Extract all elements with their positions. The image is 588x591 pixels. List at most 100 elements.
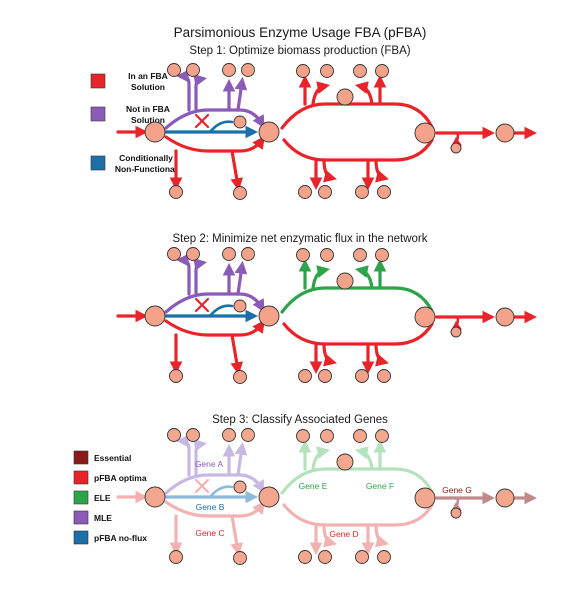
metabolite-node-28 [186,428,200,442]
metabolite-node-38 [298,185,312,199]
metabolite-node-41 [377,369,391,383]
metabolite-node-27 [167,247,181,261]
branch-arrow-3 [175,434,191,477]
metabolite-node-25 [258,305,280,327]
legend-not-in-fba-line2: Solution [131,115,165,125]
metabolite-node-42 [414,306,436,328]
metabolite-node-25 [258,121,280,143]
branch-arrow-13 [311,81,331,106]
branch-arrow-4 [193,73,208,112]
legend-swatch-essential [73,450,89,465]
metabolite-node-41 [377,550,391,564]
metabolite-node-44 [450,142,462,154]
branch-arrow-4 [193,257,208,296]
metabolite-node-26 [233,299,247,313]
legend-swatch-not-in-fba [90,106,106,122]
metabolite-node-33 [296,64,310,78]
metabolite-node-34 [320,64,334,78]
block-x-icon [194,113,210,129]
flux-arrow-16 [282,503,434,527]
metabolite-node-39 [318,550,332,564]
metabolite-node-37 [336,272,354,290]
metabolite-node-36 [375,64,389,78]
network-step-3 [116,428,538,565]
flux-arrow-1 [164,108,265,130]
legend-cnf-line2: Non-Functional [115,164,177,174]
branch-arrow-6 [234,441,248,477]
network-step-2 [116,247,538,384]
branch-arrow-20 [374,158,389,183]
legend-swatch-pfba-optima [73,470,89,485]
gene-f-label: Gene F [366,481,394,491]
metabolite-node-29 [222,247,236,261]
metabolite-node-24 [144,305,166,327]
metabolite-node-40 [355,369,369,383]
legend-not-in-fba-line1: Not in FBA [126,104,170,114]
legend-pfba-optima: pFBA optima [94,473,147,483]
flux-arrow-11 [280,286,434,314]
metabolite-node-35 [353,64,367,78]
metabolite-node-44 [450,507,462,519]
metabolite-node-33 [296,429,310,443]
legend-essential: Essential [94,453,131,463]
metabolite-node-32 [233,551,247,565]
metabolite-node-34 [320,429,334,443]
block-x-icon [194,297,210,313]
metabolite-node-43 [495,488,515,508]
branch-arrow-15 [354,81,374,106]
metabolite-node-26 [233,480,247,494]
metabolite-node-36 [375,429,389,443]
metabolite-node-27 [167,63,181,77]
metabolite-node-35 [353,248,367,262]
metabolite-node-40 [355,185,369,199]
gene-b-label: Gene B [196,502,225,512]
flux-arrow-1 [164,473,265,495]
branch-arrow-20 [374,523,389,548]
legend-pfba-no-flux: pFBA no-flux [94,533,147,543]
gene-d-label: Gene D [329,529,358,539]
legend-swatch-ele [73,490,89,505]
metabolite-node-37 [336,453,354,471]
legend-bottom: Essential pFBA optima ELE MLE pFBA no-fl… [73,450,147,545]
gene-labels: Gene A Gene B Gene C Gene D Gene E Gene … [195,459,472,539]
branch-arrow-18 [322,342,337,367]
diagram-title: Parsimonious Enzyme Usage FBA (pFBA) [174,25,427,40]
branch-arrow-15 [354,265,374,290]
legend-in-fba-line2: Solution [131,82,165,92]
metabolite-node-25 [258,486,280,508]
branch-arrow-10 [230,514,244,557]
gene-e-label: Gene E [299,481,328,491]
metabolite-node-37 [336,88,354,106]
legend-cnf-line1: Conditionally [119,153,173,163]
flux-arrow-2 [164,500,266,518]
metabolite-node-42 [414,122,436,144]
branch-arrow-20 [374,342,389,367]
metabolite-node-26 [233,115,247,129]
alt-route-spur-8 [208,304,234,318]
flux-arrow-16 [282,322,434,346]
branch-arrow-6 [234,260,248,296]
branch-arrow-13 [311,265,331,290]
metabolite-node-32 [233,186,247,200]
branch-arrow-6 [234,76,248,112]
metabolite-node-29 [222,428,236,442]
step-1-label: Step 1: Optimize biomass production (FBA… [189,45,410,57]
metabolite-node-38 [298,550,312,564]
alt-route-spur-8 [208,485,234,499]
metabolite-node-39 [318,185,332,199]
metabolite-node-33 [296,248,310,262]
branch-arrow-4 [193,438,208,477]
metabolite-node-30 [241,63,255,77]
metabolite-node-40 [355,550,369,564]
gene-c-label: Gene C [195,528,224,538]
gene-g-label: Gene G [442,485,472,495]
block-x-icon [194,478,210,494]
step-2-label: Step 2: Minimize net enzymatic flux in t… [172,233,427,245]
legend-ele: ELE [94,493,111,503]
flux-arrow-11 [280,467,434,495]
metabolite-node-30 [241,428,255,442]
legend-swatch-mle [73,510,89,525]
metabolite-node-27 [167,428,181,442]
branch-arrow-15 [354,446,374,471]
